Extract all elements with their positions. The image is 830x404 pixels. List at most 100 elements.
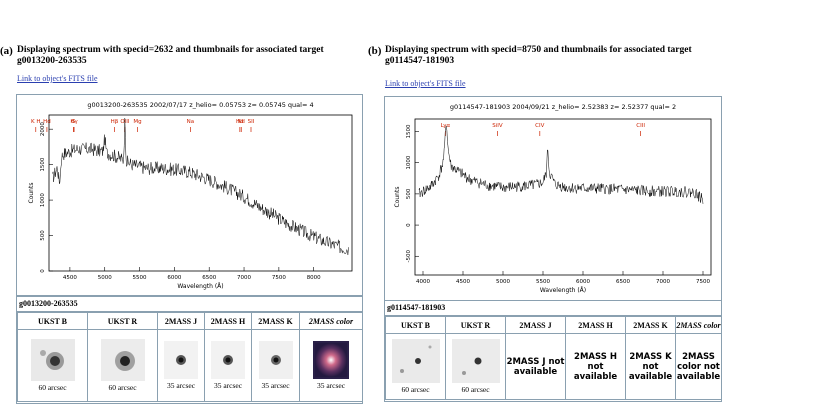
quasar-image (451, 339, 500, 383)
y-tick-label: 1500 (40, 157, 46, 171)
line-mark-label: Hγ (70, 119, 78, 125)
line-mark-label: Hα (236, 119, 244, 125)
thumbnail-ukst-b[interactable]: 60 arcsec (385, 333, 446, 400)
plot-header: g0114547-181903 2004/09/21 z_helio= 2.52… (450, 103, 676, 111)
x-tick-label: 6500 (202, 275, 216, 281)
x-tick-label: 8000 (307, 275, 321, 281)
line-mark-label: Na (187, 119, 195, 125)
thumb-caption: 35 arcsec (316, 381, 346, 390)
line-mark-label: NII (238, 119, 246, 125)
thumb-header: 2MASS color (299, 312, 363, 330)
title-line-1: Displaying spectrum with specid=8750 and… (385, 45, 692, 55)
line-mark-label: Mg (133, 119, 141, 125)
x-tick-label: 7000 (237, 275, 251, 281)
thumb-caption: 60 arcsec (401, 385, 430, 394)
thumb-caption: 35 arcsec (213, 381, 243, 390)
thumb-caption: 35 arcsec (166, 381, 196, 390)
thumbnail-2mass-h[interactable]: 35 arcsec (204, 329, 252, 402)
line-mark-label: SiIV (492, 123, 503, 129)
spectrum-plot: g0114547-181903 2004/09/21 z_helio= 2.52… (384, 96, 722, 301)
x-tick-label: 4500 (456, 279, 470, 285)
thumb-header: 2MASS J (157, 312, 205, 330)
x-tick-label: 5000 (98, 275, 112, 281)
x-tick-label: 5500 (133, 275, 147, 281)
page-title: Displaying spectrum with specid=8750 and… (385, 45, 725, 67)
title-line-2: g0114547-181903 (385, 56, 455, 66)
y-tick-label: 500 (406, 188, 412, 199)
thumb-header: 2MASS K (251, 312, 300, 330)
fits-file-link[interactable]: Link to object's FITS file (17, 74, 98, 83)
thumbnail-2mass-j[interactable]: 35 arcsec (157, 329, 205, 402)
y-axis-label: Counts (394, 187, 401, 208)
thumb-header: 2MASS H (565, 316, 626, 334)
thumb-not-available-k: 2MASS K not available (625, 333, 676, 400)
thumb-header: 2MASS J (505, 316, 566, 334)
thumbnail-ukst-r[interactable]: 60 arcsec (87, 329, 158, 402)
galaxy-image (164, 341, 198, 379)
thumb-header: UKST R (87, 312, 158, 330)
x-axis-label: Wavelength (Å) (177, 283, 223, 290)
x-tick-label: 6000 (167, 275, 181, 281)
panel-label: (a) (0, 45, 13, 57)
x-tick-label: 5000 (496, 279, 510, 285)
y-tick-label: 1500 (406, 124, 412, 138)
thumb-not-available-j: 2MASS J not available (505, 333, 566, 400)
thumbnail-ukst-r[interactable]: 60 arcsec (445, 333, 506, 400)
line-mark-label: CIV (535, 123, 544, 129)
line-mark-label: Hβ (111, 119, 119, 125)
thumb-caption: 60 arcsec (38, 383, 67, 392)
y-axis-label: Counts (28, 183, 35, 204)
thumb-header: 2MASS H (204, 312, 252, 330)
thumbnail-table: UKST B UKST R 2MASS J 2MASS H 2MASS K 2M… (17, 312, 363, 402)
line-mark-label: Hd (43, 119, 51, 125)
galaxy-image (30, 339, 75, 381)
thumbnail-ukst-b[interactable]: 60 arcsec (17, 329, 88, 402)
fits-file-link[interactable]: Link to object's FITS file (385, 79, 466, 88)
y-tick-label: 0 (406, 223, 412, 227)
galaxy-image (211, 341, 245, 379)
target-name: g0013200-263535 (17, 297, 362, 312)
thumbnail-gallery: g0013200-263535 UKST B UKST R 2MASS J 2M… (16, 296, 363, 404)
plot-frame (48, 114, 353, 272)
y-tick-label: 2000 (40, 122, 46, 136)
title-line-1: Displaying spectrum with specid=2632 and… (17, 45, 324, 55)
thumb-header: UKST R (445, 316, 506, 334)
thumbnail-2mass-color[interactable]: 35 arcsec (299, 329, 363, 402)
y-tick-label: 0 (40, 269, 46, 273)
galaxy-image (100, 339, 145, 381)
x-tick-label: 6500 (616, 279, 630, 285)
line-mark-label: G (71, 119, 75, 125)
panel-label: (b) (368, 45, 382, 57)
spectrum-line (418, 125, 704, 204)
y-tick-label: 500 (40, 230, 46, 241)
x-tick-label: 4500 (63, 275, 77, 281)
plot-frame (414, 118, 712, 276)
thumb-caption: 35 arcsec (261, 381, 290, 390)
spectrum-chart-a: g0013200-263535 2002/07/17 z_helio= 0.05… (28, 101, 353, 290)
x-tick-label: 4000 (416, 279, 430, 285)
x-tick-label: 7500 (696, 279, 710, 285)
thumb-header: UKST B (385, 316, 446, 334)
y-tick-label: -500 (406, 250, 412, 263)
page-title: Displaying spectrum with specid=2632 and… (17, 45, 362, 67)
y-tick-label: 1000 (406, 155, 412, 169)
target-name: g0114547-181903 (385, 301, 721, 316)
thumbnail-2mass-k[interactable]: 35 arcsec (251, 329, 300, 402)
line-mark-label: Lyα (441, 123, 451, 129)
line-mark-label: CIII (636, 123, 645, 129)
spectrum-line (52, 117, 349, 255)
thumb-not-available-h: 2MASS H not available (565, 333, 626, 400)
thumbnail-gallery: g0114547-181903 UKST B UKST R 2MASS J 2M… (384, 300, 722, 402)
line-mark-label: K H (31, 119, 41, 125)
y-tick-label: 1000 (40, 193, 46, 207)
thumb-header: 2MASS K (625, 316, 676, 334)
thumb-caption: 60 arcsec (108, 383, 137, 392)
thumbnail-table: UKST B UKST R 2MASS J 2MASS H 2MASS K 2M… (385, 316, 722, 400)
thumb-not-available-color: 2MASS color not available (675, 333, 722, 400)
spectrum-chart-b: g0114547-181903 2004/09/21 z_helio= 2.52… (394, 103, 712, 294)
galaxy-color-image (313, 341, 349, 379)
x-tick-label: 7000 (656, 279, 670, 285)
line-mark-label: SII (248, 119, 255, 125)
x-tick-label: 5500 (536, 279, 550, 285)
galaxy-image (258, 341, 293, 379)
